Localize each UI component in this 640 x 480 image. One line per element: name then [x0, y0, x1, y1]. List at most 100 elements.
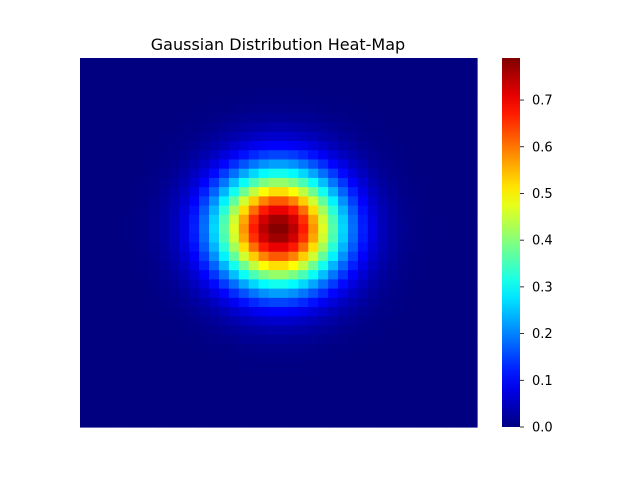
heatmap-cell [407, 325, 419, 336]
heatmap-cell [129, 150, 141, 161]
heatmap-cell [268, 380, 280, 391]
heatmap-cell [89, 159, 101, 170]
heatmap-cell [308, 150, 319, 161]
heatmap-cell [268, 113, 280, 124]
heatmap-cell [238, 131, 250, 142]
heatmap-cell [427, 159, 438, 170]
heatmap-cell [139, 353, 151, 364]
heatmap-cell [417, 187, 428, 197]
heatmap-cell [179, 94, 190, 105]
heatmap-cell [437, 122, 448, 133]
heatmap-cell [80, 343, 91, 354]
heatmap-cell [407, 242, 419, 253]
heatmap-cell [139, 362, 151, 373]
heatmap-cell [119, 67, 131, 78]
heatmap-cell [387, 187, 399, 197]
heatmap-cell [179, 380, 190, 391]
heatmap-cell [278, 260, 290, 271]
heatmap-cell [298, 371, 309, 382]
heatmap-cell [447, 177, 458, 188]
heatmap-cell [89, 122, 101, 133]
heatmap-cell [417, 343, 428, 354]
heatmap-cell [298, 353, 309, 364]
heatmap-cell [238, 242, 250, 253]
heatmap-cell [278, 168, 290, 179]
heatmap-cell [367, 380, 379, 391]
heatmap-cell [447, 417, 458, 428]
heatmap-cell [288, 408, 299, 419]
heatmap-cell [427, 251, 438, 262]
heatmap-cell [427, 214, 438, 225]
heatmap-cell [209, 362, 220, 373]
heatmap-cell [367, 122, 379, 133]
heatmap-cell [268, 168, 280, 179]
heatmap-cell [347, 58, 359, 68]
heatmap-cell [169, 104, 180, 114]
heatmap-cell [437, 76, 448, 87]
heatmap-cell [318, 196, 329, 207]
heatmap-cell [109, 187, 121, 197]
heatmap-cell [397, 177, 409, 188]
heatmap-cell [467, 390, 478, 400]
heatmap-cell [199, 122, 210, 133]
heatmap-cell [248, 58, 260, 68]
heatmap-cell [347, 297, 359, 308]
heatmap-cell [397, 325, 409, 336]
heatmap-cell [238, 233, 250, 244]
heatmap-cell [248, 168, 260, 179]
heatmap-cell [367, 417, 379, 428]
heatmap-cell [367, 131, 379, 142]
heatmap-cell [338, 353, 349, 364]
heatmap-cell [149, 334, 161, 345]
heatmap-cell [159, 214, 170, 225]
heatmap-cell [407, 371, 419, 382]
heatmap-cell [258, 187, 270, 197]
heatmap-cell [80, 297, 91, 308]
heatmap-cell [139, 159, 151, 170]
heatmap-cell [258, 214, 270, 225]
heatmap-cell [228, 371, 240, 382]
heatmap-cell [189, 353, 200, 364]
heatmap-cell [328, 362, 339, 373]
heatmap-cell [417, 141, 428, 151]
heatmap-cell [169, 233, 180, 244]
heatmap-cell [189, 159, 200, 170]
heatmap-cell [159, 141, 170, 151]
heatmap-cell [139, 187, 151, 197]
heatmap-cell [119, 58, 131, 68]
heatmap-cell [258, 417, 270, 428]
heatmap-cell [437, 233, 448, 244]
heatmap-cell [278, 390, 290, 400]
heatmap-cell [437, 380, 448, 391]
heatmap-cell [159, 131, 170, 142]
heatmap-cell [248, 371, 260, 382]
heatmap-cell [427, 270, 438, 280]
heatmap-cell [159, 85, 170, 96]
heatmap-cell [228, 224, 240, 234]
heatmap-cell [318, 316, 329, 327]
heatmap-cell [278, 242, 290, 253]
heatmap-cell [417, 94, 428, 105]
heatmap-cell [89, 233, 101, 244]
heatmap-cell [80, 279, 91, 290]
heatmap-cell [89, 196, 101, 207]
heatmap-cell [288, 67, 299, 78]
heatmap-cell [199, 297, 210, 308]
heatmap-cell [347, 224, 359, 234]
heatmap-cell [179, 233, 190, 244]
heatmap-cell [248, 353, 260, 364]
heatmap-cell [139, 76, 151, 87]
heatmap-cell [129, 113, 141, 124]
heatmap-cell [119, 362, 131, 373]
heatmap-cell [218, 380, 230, 391]
heatmap-cell [397, 233, 409, 244]
heatmap-cell [457, 334, 468, 345]
heatmap-cell [328, 159, 339, 170]
heatmap-cell [268, 205, 280, 216]
heatmap-cell [80, 159, 91, 170]
heatmap-cell [308, 371, 319, 382]
heatmap-cell [347, 76, 359, 87]
heatmap-cell [288, 141, 299, 151]
heatmap-cell [159, 242, 170, 253]
heatmap-cell [159, 205, 170, 216]
